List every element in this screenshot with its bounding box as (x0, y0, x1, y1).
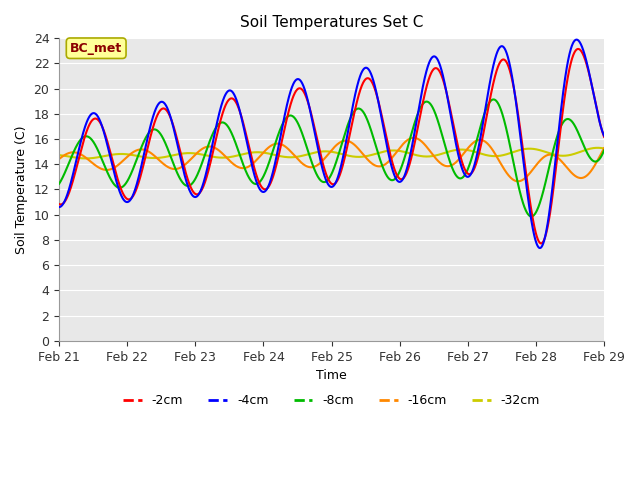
Text: BC_met: BC_met (70, 42, 122, 55)
Y-axis label: Soil Temperature (C): Soil Temperature (C) (15, 125, 28, 254)
X-axis label: Time: Time (316, 369, 347, 382)
Legend: -2cm, -4cm, -8cm, -16cm, -32cm: -2cm, -4cm, -8cm, -16cm, -32cm (118, 389, 545, 412)
Title: Soil Temperatures Set C: Soil Temperatures Set C (240, 15, 423, 30)
